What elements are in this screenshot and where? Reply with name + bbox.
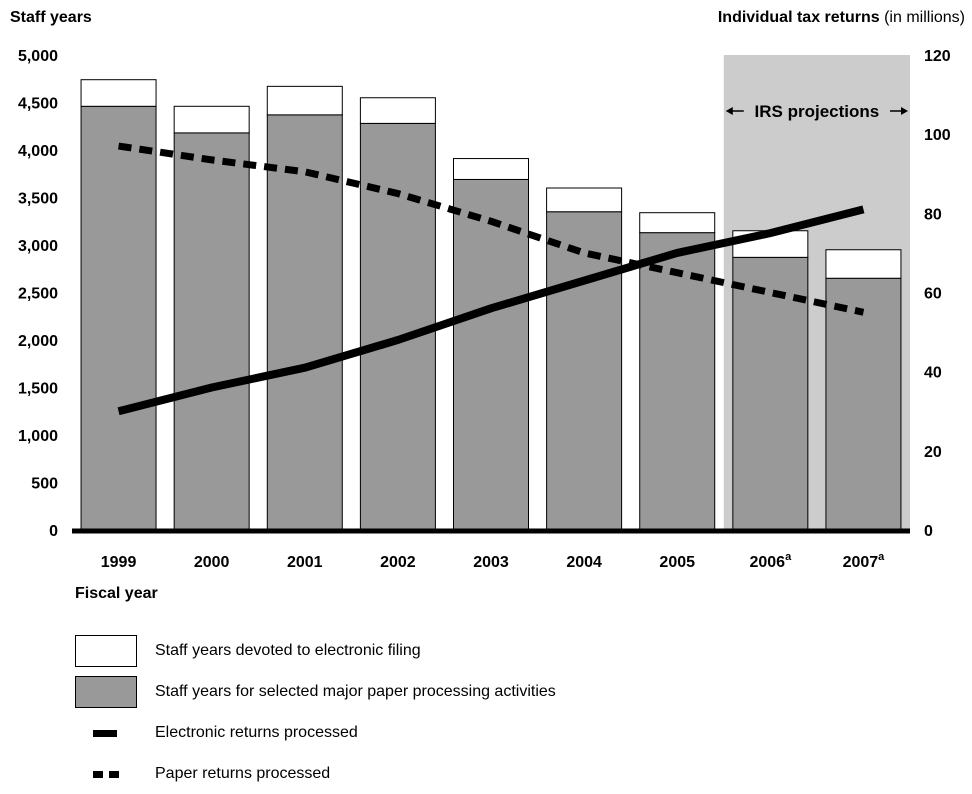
bar-paper-processing: [173, 132, 250, 531]
x-tick-label: 2002: [380, 554, 416, 571]
left-tick-label: 2,500: [18, 286, 58, 303]
left-tick-label: 1,500: [18, 381, 58, 398]
bar-paper-processing: [453, 178, 529, 531]
legend-solid-line: [93, 729, 117, 737]
legend-label: Electronic returns processed: [155, 723, 358, 741]
legend-label: Paper returns processed: [155, 764, 331, 782]
line-paper-returns: [118, 142, 865, 316]
chart-area: IRS projections 0 500 1,000 1,500 2,000 2,500 3…: [10, 9, 965, 602]
projection-arrowhead-right: [901, 107, 908, 115]
legend-dashed-line: [93, 770, 119, 778]
bar-paper-processing: [546, 211, 623, 531]
legend-swatch-gray: [75, 675, 137, 708]
x-tick-label: 2000: [194, 554, 230, 571]
right-tick-label: 40: [924, 365, 942, 382]
legend-label: Staff years devoted to electronic filing: [155, 641, 421, 659]
left-tick-label: 3,000: [18, 238, 58, 255]
bar-electronic-filing: [825, 249, 902, 279]
legend-swatch-white: [75, 634, 137, 667]
left-tick-label: 4,500: [18, 96, 58, 113]
right-tick-label: 20: [924, 444, 942, 461]
legend-label: Staff years for selected major paper pro…: [155, 682, 556, 700]
left-tick-label: 5,000: [18, 48, 58, 65]
x-tick-label: 2003: [473, 554, 509, 571]
line-electronic-returns: [117, 205, 865, 416]
bar-electronic-filing: [453, 158, 529, 180]
left-tick-label: 3,500: [18, 191, 58, 208]
bar-electronic-filing: [639, 212, 716, 234]
x-tick-label: 2007a: [843, 551, 886, 571]
bar-electronic-filing: [173, 105, 250, 134]
legend-item-paper-processing-staff: Staff years for selected major paper pro…: [75, 671, 556, 712]
right-tick-label: 60: [924, 286, 942, 303]
left-tick-label: 1,000: [18, 428, 58, 445]
bar-paper-processing: [732, 256, 809, 531]
x-tick-label: 2004: [566, 554, 602, 571]
left-axis-title: Staff years: [10, 9, 92, 26]
bar-paper-processing: [639, 232, 716, 531]
right-tick-label: 0: [924, 523, 933, 540]
left-tick-label: 0: [49, 523, 58, 540]
left-tick-label: 500: [31, 476, 58, 493]
bar-electronic-filing: [546, 187, 623, 213]
x-axis-title: Fiscal year: [75, 585, 158, 602]
right-tick-label: 100: [924, 127, 951, 144]
x-tick-label: 2001: [287, 554, 323, 571]
right-tick-label: 80: [924, 206, 942, 223]
bar-electronic-filing: [266, 85, 343, 116]
legend-item-electronic-returns: Electronic returns processed: [75, 712, 556, 753]
x-tick-label: 1999: [101, 554, 137, 571]
left-tick-label: 4,000: [18, 143, 58, 160]
x-tick-label: 2005: [659, 554, 695, 571]
right-tick-label: 120: [924, 48, 951, 65]
bar-electronic-filing: [359, 97, 436, 124]
legend-item-paper-returns: Paper returns processed: [75, 753, 556, 794]
legend-item-electronic-filing-staff: Staff years devoted to electronic filing: [75, 630, 556, 671]
legend: Staff years devoted to electronic filing…: [75, 630, 556, 794]
left-tick-label: 2,000: [18, 333, 58, 350]
bar-paper-processing: [80, 105, 157, 531]
right-axis-title: Individual tax returns (in millions): [718, 9, 965, 26]
projection-label: IRS projections: [755, 102, 880, 121]
projection-arrowhead-left: [725, 107, 733, 115]
bar-paper-processing: [825, 277, 902, 531]
x-tick-label: 2006a: [749, 551, 792, 571]
bar-electronic-filing: [80, 79, 157, 107]
